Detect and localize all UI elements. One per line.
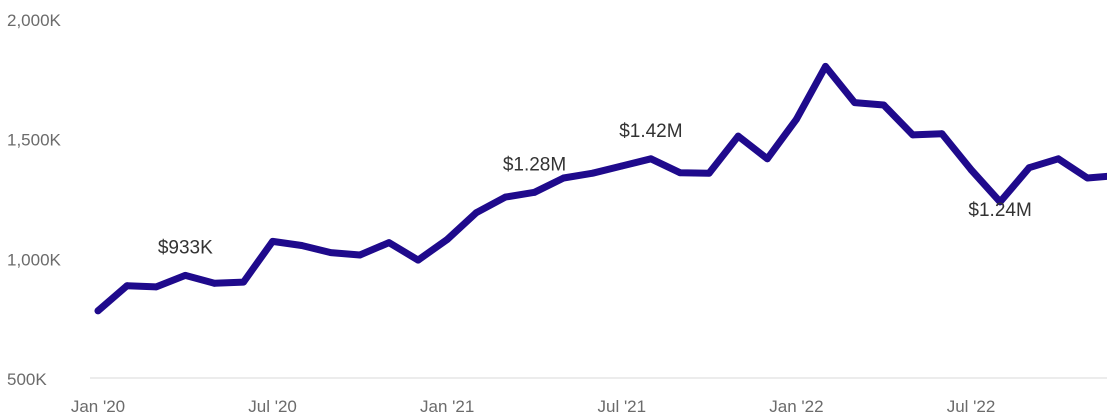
data-point [880,101,888,109]
x-tick-label: Jan '21 [420,397,474,415]
data-labels: $933K $1.28M $1.42M $1.24M [158,121,1032,259]
x-tick-label: Jan '22 [769,397,823,415]
data-point [1025,164,1033,172]
series-line [94,62,1107,315]
y-axis-ticks: 500K 1,000K 1,500K 2,000K [7,11,62,389]
data-point [298,242,306,249]
x-axis-ticks: Jan '20 Jul '20 Jan '21 Jul '21 Jan '22 Jul '… [71,397,995,415]
data-point [502,193,509,201]
data-point [647,155,655,163]
y-tick-label: 1,500K [7,131,62,150]
x-tick-label: Jul '20 [248,397,297,415]
data-point [618,162,626,170]
data-label: $1.42M [619,121,682,142]
data-point [938,130,946,138]
data-points [94,63,1091,315]
data-point [472,209,480,217]
data-point [94,307,102,315]
data-point [909,131,917,139]
data-point [531,188,538,196]
data-point [211,279,218,287]
data-point [443,236,451,243]
data-point [967,166,975,174]
data-point [851,99,858,106]
data-point [152,283,160,291]
y-tick-label: 500K [7,370,47,389]
data-point [676,169,684,177]
data-point [734,132,742,140]
data-point [589,169,597,177]
data-point [793,115,800,123]
data-point [123,282,131,290]
x-tick-label: Jan '20 [71,397,125,415]
data-point [181,272,189,279]
data-point [1084,174,1091,182]
data-point [705,169,713,177]
data-point [327,249,335,256]
data-point [356,251,364,259]
data-point [1054,155,1062,163]
x-tick-label: Jul '22 [947,397,996,415]
data-label: $933K [158,237,213,258]
data-label: $1.24M [968,200,1031,221]
data-point [385,239,393,247]
y-tick-label: 1,000K [7,250,62,269]
data-point [240,278,247,286]
y-tick-label: 2,000K [7,11,62,30]
data-point [822,63,829,70]
data-point [269,238,276,245]
data-label: $1.28M [503,154,566,175]
data-point [560,174,567,182]
x-tick-label: Jul '21 [597,397,646,415]
data-point [763,155,771,163]
data-point [414,256,422,264]
data-point [996,198,1004,206]
